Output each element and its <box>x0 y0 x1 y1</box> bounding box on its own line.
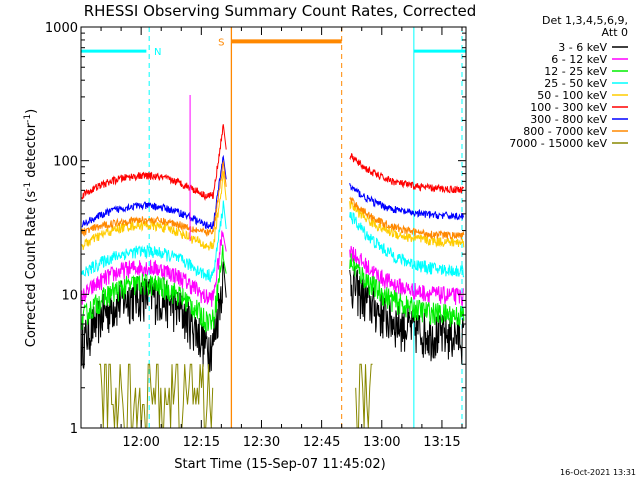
series-5 <box>81 124 465 201</box>
x-tick-label: 12:30 <box>243 435 280 450</box>
series-line <box>81 154 227 231</box>
series-line <box>349 196 465 240</box>
series-7 <box>81 160 465 240</box>
x-tick-label: 13:00 <box>363 435 400 450</box>
x-axis-ticks: 12:00 12:15 12:30 12:45 13:00 13:15 <box>80 27 463 450</box>
series-line <box>81 160 227 237</box>
series-line <box>349 153 465 194</box>
series-line <box>81 171 227 251</box>
y-axis-label-sup1: -1 <box>23 182 33 191</box>
series-1 <box>81 230 465 307</box>
x-tick-label: 12:45 <box>303 435 340 450</box>
plot-area: NS <box>80 26 467 429</box>
y-axis-label-end: ) <box>24 109 39 114</box>
series-line <box>81 230 227 307</box>
legend-header-2: Att 0 <box>602 26 628 39</box>
legend-entry-label: 3 - 6 keV <box>558 41 607 54</box>
series-line <box>349 253 465 328</box>
legend-entry-label: 25 - 50 keV <box>544 77 607 90</box>
series-line <box>349 211 465 278</box>
x-tick-label: 12:00 <box>122 435 159 450</box>
y-axis-ticks: 1 10 100 1000 <box>45 21 466 437</box>
legend-entry-label: 12 - 25 keV <box>544 65 607 78</box>
legend-entry-label: 50 - 100 keV <box>537 89 607 102</box>
y-axis-label-mid: detector <box>24 122 39 182</box>
series-line <box>81 200 227 283</box>
y-axis-label-main: Corrected Count Rate (s <box>24 191 39 348</box>
legend-entry-label: 800 - 7000 keV <box>523 125 607 138</box>
series-3 <box>81 200 465 283</box>
legend-header-1: Det 1,3,4,5,6,9, <box>542 14 628 27</box>
series-2 <box>81 244 465 333</box>
y-tick-label: 10 <box>61 288 78 303</box>
legend-entry-label: 300 - 800 keV <box>530 113 607 126</box>
timestamp: 16-Oct-2021 13:31 <box>560 468 636 477</box>
plot-frame <box>80 26 467 429</box>
series-6 <box>81 154 465 231</box>
series-8 <box>99 363 373 429</box>
series-line <box>81 261 227 373</box>
series-line <box>349 199 465 248</box>
night-flag-label: N <box>154 47 161 58</box>
x-axis-label: Start Time (15-Sep-07 11:45:02) <box>174 457 385 472</box>
y-axis-label-sup2: -1 <box>23 114 33 123</box>
series-line <box>81 124 227 201</box>
x-tick-label: 13:15 <box>423 435 460 450</box>
series-line <box>81 244 227 333</box>
series-line <box>349 182 465 221</box>
y-tick-label: 1 <box>70 422 78 437</box>
series-line <box>99 363 373 429</box>
series-line <box>349 245 465 307</box>
legend-entry-label: 6 - 12 keV <box>551 53 607 66</box>
x-tick-label: 12:15 <box>183 435 220 450</box>
legend-entry-label: 7000 - 15000 keV <box>509 137 607 150</box>
legend-entry-label: 100 - 300 keV <box>530 101 607 114</box>
y-tick-label: 100 <box>53 155 78 170</box>
saa-flag-label: S <box>218 37 224 48</box>
y-axis-label: Corrected Count Rate (s-1 detector-1) <box>23 109 39 347</box>
chart-title: RHESSI Observing Summary Count Rates, Co… <box>84 2 477 20</box>
y-tick-label: 1000 <box>45 21 78 36</box>
